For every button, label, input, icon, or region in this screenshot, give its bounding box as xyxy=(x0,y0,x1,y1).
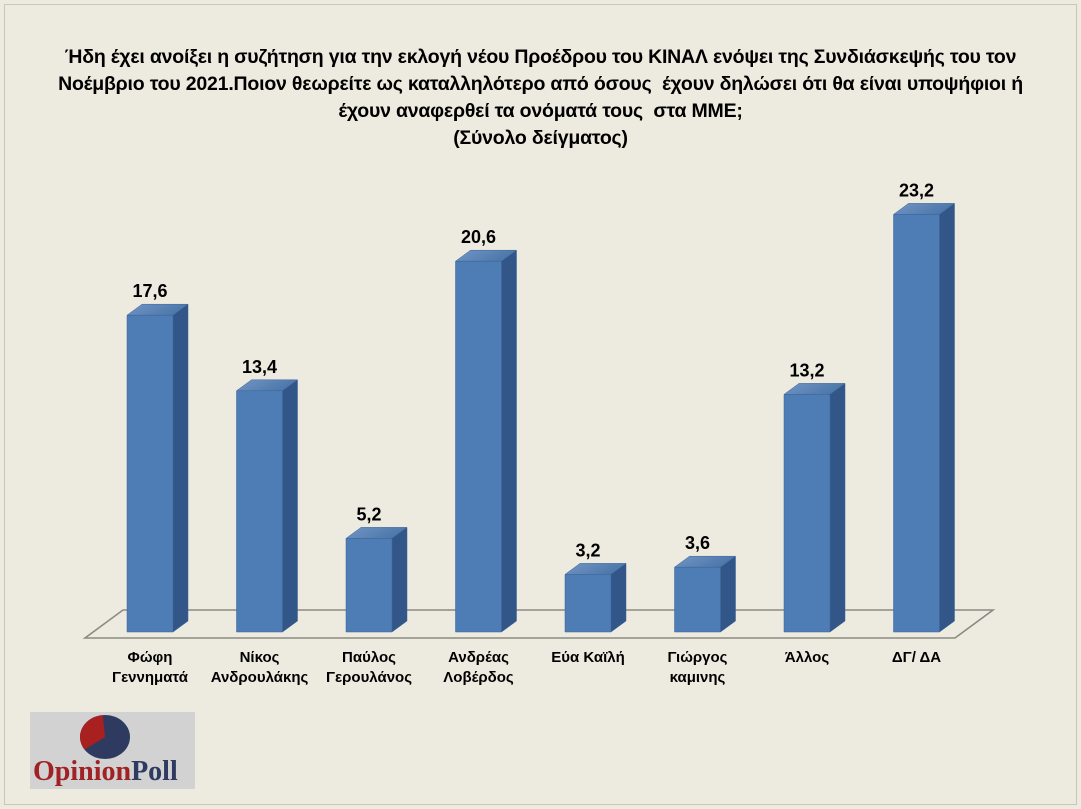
bar-2: 13,4 xyxy=(235,357,299,633)
bar-front-face xyxy=(674,566,721,633)
value-label: 13,4 xyxy=(242,357,277,377)
pie-chart-icon xyxy=(80,715,130,759)
bar-front-face xyxy=(236,390,283,633)
bar-side-face xyxy=(610,562,627,633)
title-line-3: έχουν αναφερθεί τα ονόματά τους στα ΜΜΕ; xyxy=(338,100,743,122)
chart-subtitle: (Σύνολο δείγματος) xyxy=(453,127,628,149)
chart-title: Ήδη έχει ανοίξει η συζήτηση για την εκλο… xyxy=(0,44,1081,152)
bar-side-face xyxy=(282,379,298,633)
bar-8: 23,2 xyxy=(892,180,956,633)
category-label: Φώφη Γεννηματά xyxy=(112,649,188,686)
bar-front-face xyxy=(893,214,940,633)
value-label: 20,6 xyxy=(461,227,496,247)
bar-side-face xyxy=(501,249,517,633)
bar-front-face xyxy=(345,538,393,633)
value-label: 3,2 xyxy=(575,540,600,560)
opinionpoll-logo: OpinionPoll xyxy=(30,712,195,789)
logo-wordmark: OpinionPoll xyxy=(33,757,178,787)
bar-side-face xyxy=(172,303,189,633)
bar-side-face xyxy=(939,202,955,633)
title-line-1: Ήδη έχει ανοίξει η συζήτηση για την εκλο… xyxy=(64,46,1017,68)
logo-text-opinion: Opinion xyxy=(33,756,132,787)
category-label: Νίκος Ανδρουλάκης xyxy=(210,649,309,686)
bar-7: 13,2 xyxy=(783,360,846,633)
bar-side-face xyxy=(391,526,408,633)
value-label: 23,2 xyxy=(899,180,934,200)
bar-6: 3,6 xyxy=(673,533,737,633)
category-label: Εύα Καϊλή xyxy=(551,649,625,666)
bar-front-face xyxy=(455,260,502,633)
bar-1: 17,6 xyxy=(126,281,189,633)
category-label: ΔΓ/ ΔΑ xyxy=(891,649,942,666)
value-label: 5,2 xyxy=(356,504,381,524)
value-label: 3,6 xyxy=(685,533,710,553)
category-label: Ανδρέας Λοβέρδος xyxy=(443,649,514,686)
category-label: Γιώργος καμινης xyxy=(667,649,728,686)
title-line-2: Νοέμβριο του 2021.Ποιον θεωρείτε ως κατα… xyxy=(58,73,1023,95)
bar-front-face xyxy=(564,574,612,633)
bar-side-face xyxy=(720,555,736,633)
value-label: 17,6 xyxy=(132,281,167,301)
bar-side-face xyxy=(829,382,846,633)
bar-front-face xyxy=(783,394,831,633)
bar-front-face xyxy=(126,314,174,633)
logo-text-poll: Poll xyxy=(131,756,178,787)
bars-group: 17,6 13,4 5,2 20,6 3,2 3,6 13,2 23,2 xyxy=(126,180,956,633)
chart-floor xyxy=(82,609,996,639)
bar-3: 5,2 xyxy=(345,504,408,633)
value-label: 13,2 xyxy=(789,360,824,380)
category-label: Άλλος xyxy=(784,649,830,666)
category-label: Παύλος Γερουλάνος xyxy=(326,649,412,686)
bar-5: 3,2 xyxy=(564,540,627,633)
bar-4: 20,6 xyxy=(454,227,518,633)
